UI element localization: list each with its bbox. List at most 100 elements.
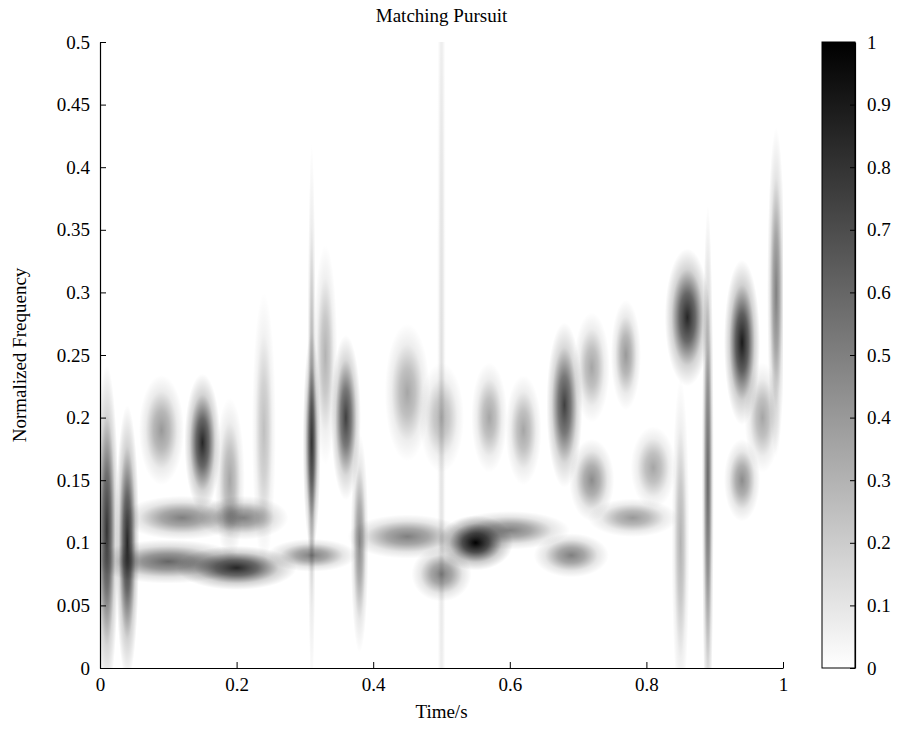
- colorbar-tick-mark: [850, 167, 855, 168]
- y-tick-mark: [100, 292, 106, 293]
- tick: 0.35: [57, 219, 106, 240]
- x-tick-mark: [373, 662, 374, 668]
- tick: 0.2: [66, 407, 106, 428]
- tick: 0.1: [850, 595, 891, 616]
- tick: 0.2: [225, 662, 249, 695]
- y-tick-mark: [100, 230, 106, 231]
- colorbar-tick-mark: [850, 668, 855, 669]
- y-axis-title: Normalized Frequency: [9, 267, 30, 442]
- x-tick-mark: [237, 662, 238, 668]
- atom: [534, 533, 609, 577]
- y-tick-mark: [100, 105, 106, 106]
- colorbar-tick-mark: [850, 543, 855, 544]
- y-tick-label: 0.3: [66, 282, 90, 303]
- y-tick-label: 0.15: [57, 470, 90, 491]
- y-tick-label: 0.1: [66, 532, 90, 553]
- tick: 0.5: [850, 345, 891, 366]
- tick: 0.6: [850, 282, 891, 303]
- y-tick-mark: [100, 418, 106, 419]
- x-axis-title: Time/s: [415, 701, 467, 722]
- tick: 0.5: [66, 32, 106, 53]
- atom: [252, 292, 276, 567]
- tick: 0: [850, 658, 877, 679]
- x-tick-label: 0.6: [498, 674, 522, 695]
- y-tick-label: 0.45: [57, 94, 90, 115]
- x-axis-line: [101, 668, 784, 669]
- x-tick-mark: [783, 662, 784, 668]
- tick: 0.05: [57, 595, 106, 616]
- atom: [115, 405, 139, 668]
- y-tick-label: 0.2: [66, 407, 90, 428]
- y-tick-mark: [100, 605, 106, 606]
- x-tick-label: 0.2: [225, 674, 249, 695]
- atom: [139, 375, 184, 485]
- colorbar-tick-label: 0.8: [867, 157, 891, 178]
- y-tick-label: 0: [81, 658, 91, 679]
- colorbar-tick-label: 0.3: [867, 470, 891, 491]
- atom: [505, 375, 541, 485]
- y-tick-label: 0.35: [57, 219, 90, 240]
- tick: 0.9: [850, 94, 891, 115]
- tick: 1: [850, 32, 877, 53]
- colorbar-tick-label: 0.7: [867, 219, 891, 240]
- atom: [767, 127, 783, 458]
- tick: 0.6: [498, 662, 522, 695]
- colorbar-tick-label: 1: [867, 32, 877, 53]
- colorbar-tick-mark: [850, 605, 855, 606]
- tick: 0: [81, 658, 107, 679]
- atom: [588, 498, 678, 537]
- atom: [437, 42, 446, 668]
- atom: [702, 205, 714, 668]
- colorbar-tick-mark: [850, 105, 855, 106]
- x-tick-label: 0: [96, 674, 106, 695]
- atom: [267, 539, 357, 572]
- atom: [574, 312, 610, 422]
- colorbar-tick-mark: [850, 42, 855, 43]
- tick: 0.15: [57, 470, 106, 491]
- colorbar-tick-mark: [850, 230, 855, 231]
- tick: 0.7: [850, 219, 891, 240]
- colorbar-tick-mark: [850, 355, 855, 356]
- y-tick-mark: [100, 668, 106, 669]
- colorbar-tick-mark: [850, 480, 855, 481]
- y-tick-mark: [100, 355, 106, 356]
- x-tick-label: 0.8: [635, 674, 659, 695]
- tick: 0.8: [850, 157, 891, 178]
- tick: 0.1: [66, 532, 106, 553]
- y-tick-mark: [100, 167, 106, 168]
- colorbar-axis-line: [855, 43, 856, 669]
- x-tick-label: 1: [779, 674, 789, 695]
- x-tick-mark: [510, 662, 511, 668]
- tick: 0.3: [66, 282, 106, 303]
- colorbar-axis: 0 0.1 0.2 0.3 0.4 0.5 0.6 0.7 0.8 0.9 1: [850, 32, 891, 679]
- y-tick-mark: [100, 42, 106, 43]
- y-tick-label: 0.5: [66, 32, 90, 53]
- x-tick-label: 0.4: [362, 674, 386, 695]
- x-tick-mark: [646, 662, 647, 668]
- tick: 0.45: [57, 94, 106, 115]
- colorbar-tick-mark: [850, 292, 855, 293]
- atom: [471, 363, 507, 473]
- tick: 0.4: [850, 407, 891, 428]
- y-tick-label: 0.25: [57, 345, 90, 366]
- y-tick-mark: [100, 480, 106, 481]
- y-tick-mark: [100, 543, 106, 544]
- atom: [313, 245, 337, 465]
- colorbar: [822, 42, 855, 668]
- tick: 0.2: [850, 532, 891, 553]
- colorbar-tick-label: 0: [867, 658, 877, 679]
- atom: [672, 378, 690, 668]
- tick: 0.4: [362, 662, 386, 695]
- colorbar-tick-label: 0.9: [867, 94, 891, 115]
- colorbar-tick-label: 0.1: [867, 595, 891, 616]
- tick: 0.8: [635, 662, 659, 695]
- atom: [611, 300, 641, 410]
- atom: [215, 398, 245, 563]
- colorbar-tick-label: 0.2: [867, 532, 891, 553]
- colorbar-tick-label: 0.4: [867, 407, 891, 428]
- plot-area: [100, 42, 783, 668]
- tick: 0.25: [57, 345, 106, 366]
- tick: 0.3: [850, 470, 891, 491]
- atom: [631, 426, 676, 509]
- chart: 0 0.2 0.4 0.6 0.8 1 0 0.05 0.1 0.15 0.2 0.25 0.3 0.35…: [0, 0, 914, 732]
